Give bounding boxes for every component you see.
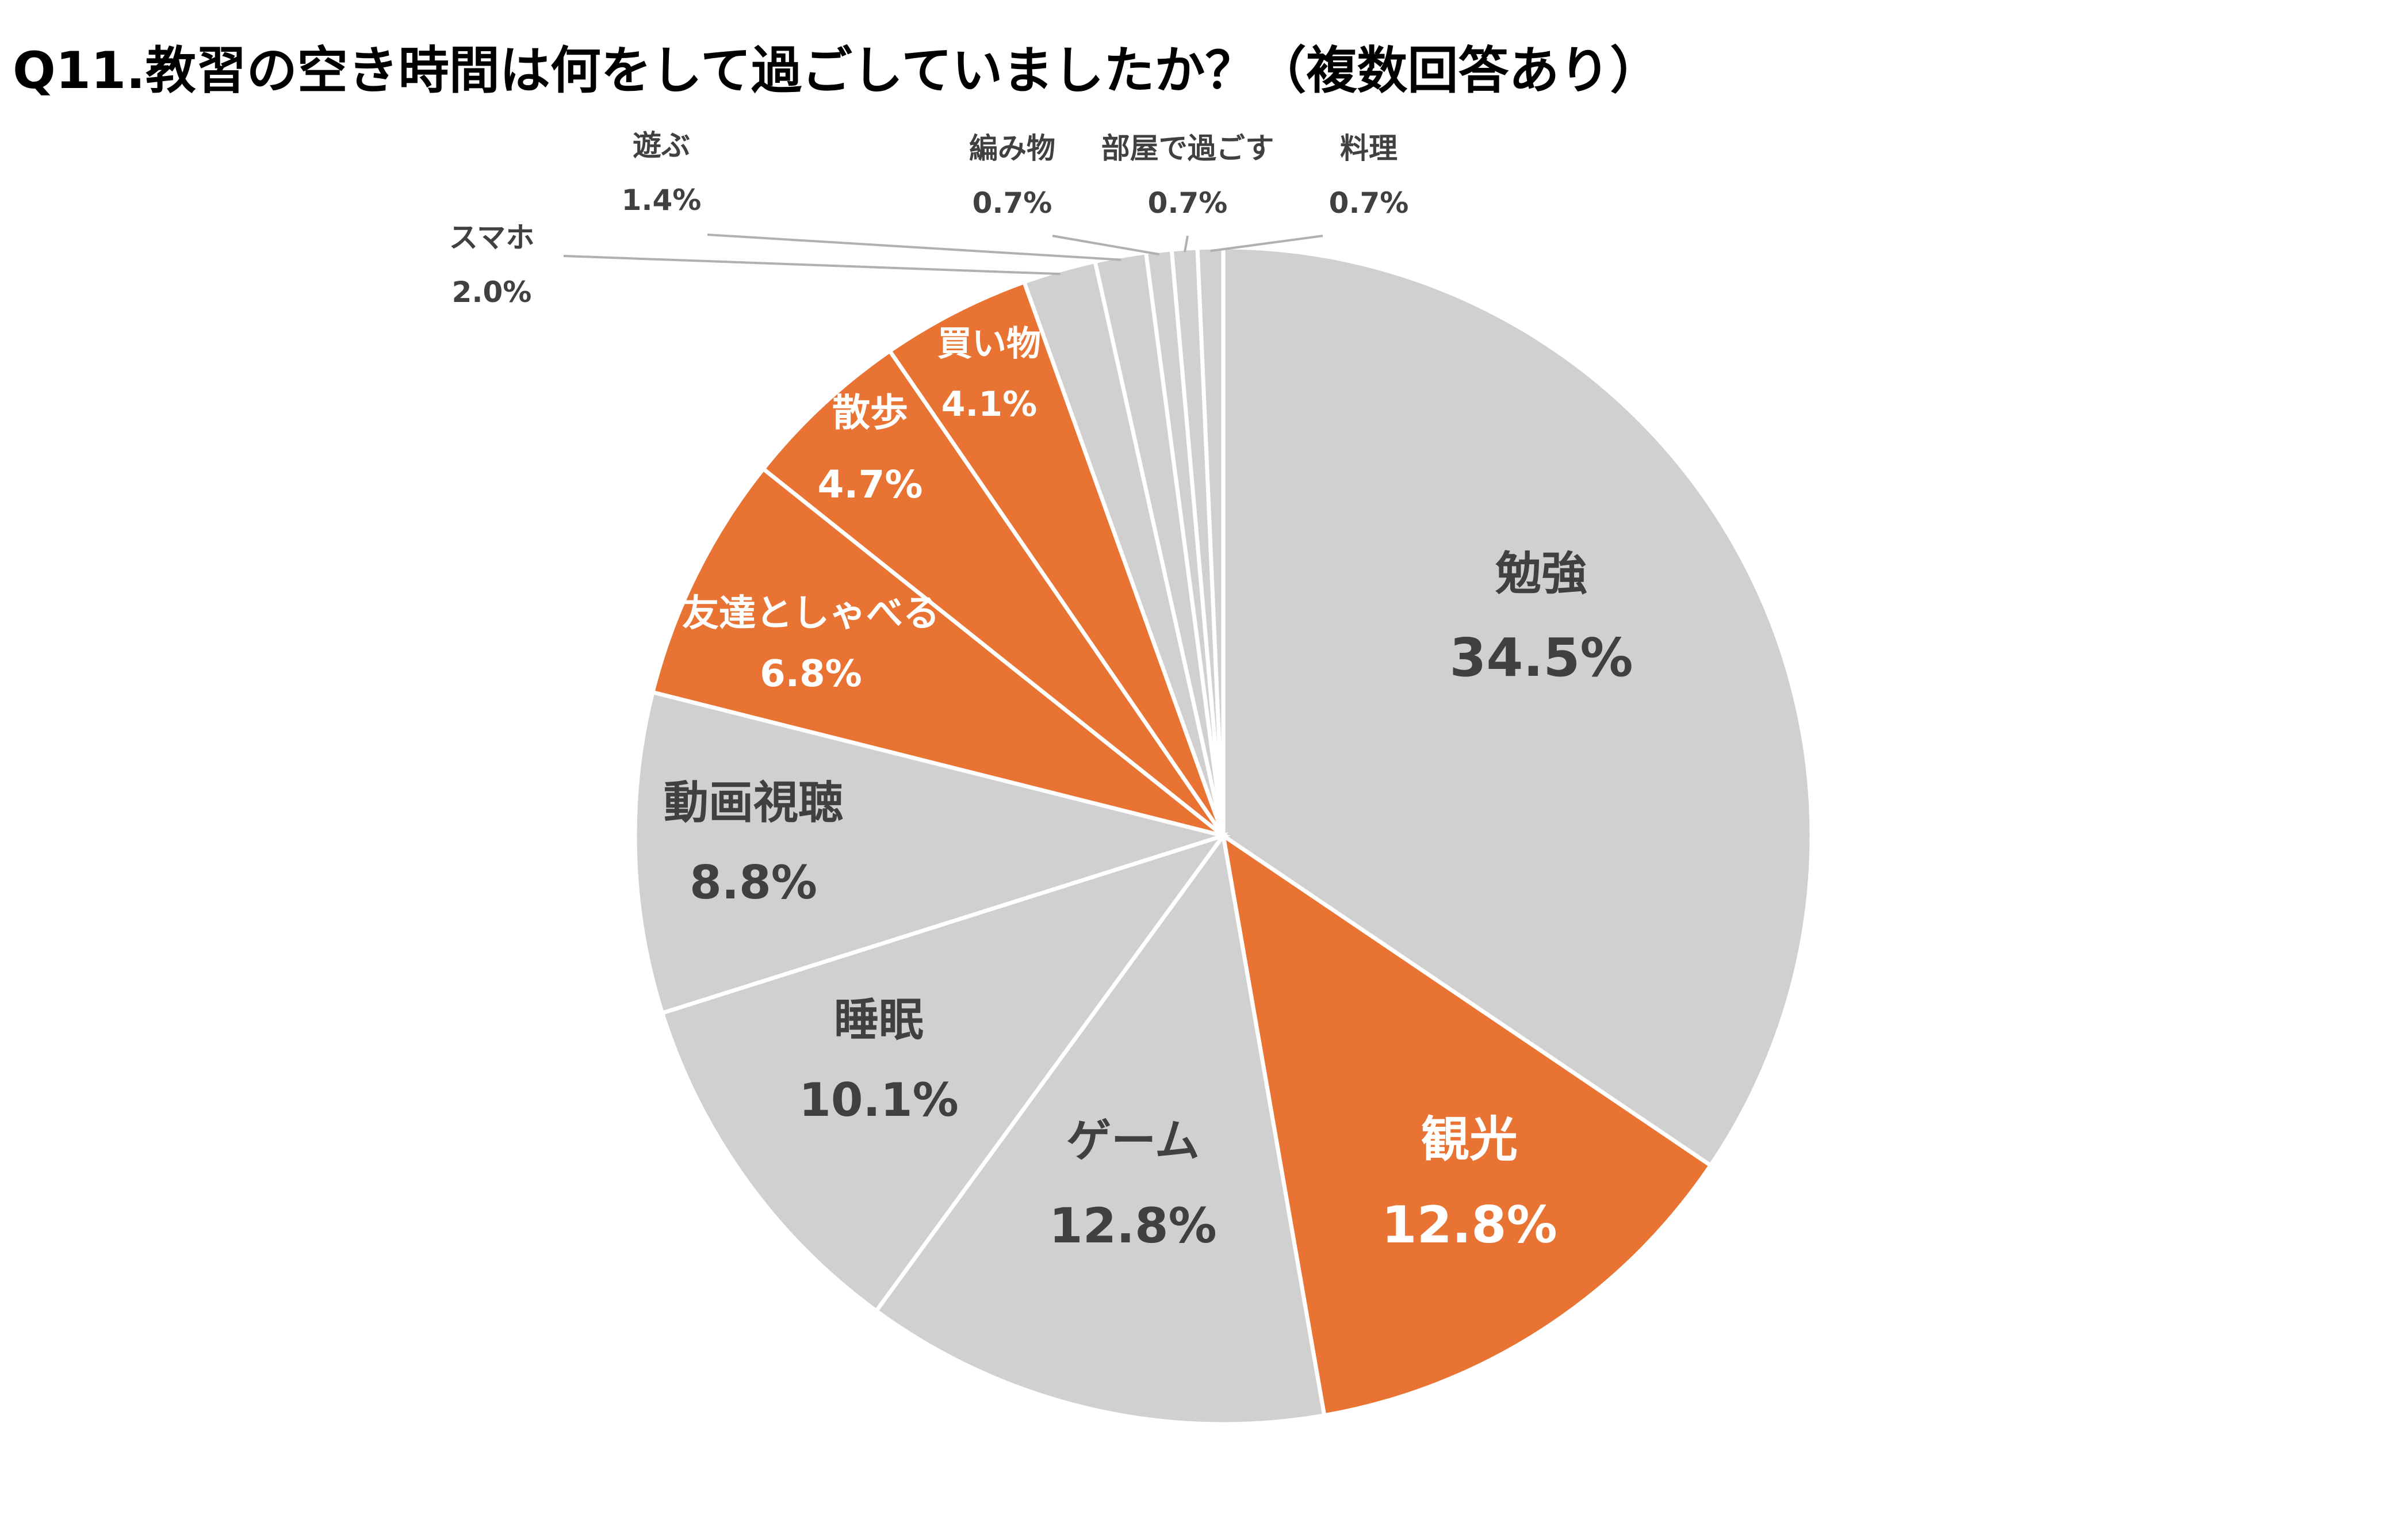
leader-lines — [563, 234, 1323, 276]
slice-value-label-3: 10.1% — [799, 1073, 959, 1127]
slice-labels: 勉強 34.5% 観光 12.8% ゲーム 12.8% 睡眠 10.1% 動画視聴 8.8% 友達と… — [449, 129, 1633, 1254]
slice-value-label-8: 2.0% — [452, 276, 532, 309]
slice-value-label-6: 4.7% — [817, 462, 922, 507]
slice-value-label-1: 12.8% — [1381, 1195, 1557, 1254]
slice-name-label-4: 動画視聴 — [664, 777, 843, 829]
leader-line-12 — [1210, 235, 1323, 253]
leader-line-11 — [1184, 235, 1189, 253]
pie-slice-1 — [1220, 831, 1714, 1418]
leader-line-10 — [1052, 235, 1159, 256]
slice-value-label-10: 0.7% — [973, 186, 1052, 220]
slice-value-label-9: 1.4% — [622, 183, 702, 217]
pie-slice-12 — [1195, 245, 1226, 836]
slice-name-label-3: 睡眠 — [834, 994, 924, 1046]
leader-line-9 — [707, 234, 1121, 261]
slice-name-label-6: 散歩 — [832, 391, 908, 435]
slice-name-label-7: 買い物 — [937, 324, 1041, 364]
slice-name-label-5: 友達としゃべる — [682, 592, 940, 635]
pie-slices — [633, 245, 1814, 1426]
chart-title: Q11.教習の空き時間は何をして過ごしていましたか？（複数回答あり） — [13, 41, 1661, 100]
slice-value-label-7: 4.1% — [941, 384, 1037, 424]
slice-value-label-5: 6.8% — [760, 653, 862, 695]
slice-name-label-0: 勉強 — [1495, 547, 1587, 600]
leader-line-8 — [563, 255, 1061, 276]
pie-slice-4 — [633, 690, 1231, 1016]
slice-name-label-9: 遊ぶ — [633, 129, 690, 162]
slice-value-label-0: 34.5% — [1449, 627, 1633, 688]
pie-slice-0 — [1221, 245, 1814, 1169]
slice-name-label-2: ゲーム — [1066, 1115, 1200, 1167]
pie-slice-5 — [650, 466, 1225, 838]
pie-slice-3 — [660, 832, 1229, 1314]
pie-slice-7 — [887, 279, 1226, 837]
pie-slice-2 — [873, 831, 1327, 1426]
slice-value-label-11: 0.7% — [1148, 186, 1228, 220]
slice-name-label-10: 編み物 — [969, 132, 1055, 165]
slice-value-label-4: 8.8% — [690, 856, 817, 909]
slice-name-label-8: スマホ — [449, 221, 535, 254]
slice-value-label-2: 12.8% — [1049, 1198, 1216, 1254]
slice-name-label-1: 観光 — [1421, 1111, 1518, 1168]
slice-value-label-12: 0.7% — [1329, 186, 1409, 220]
pie-slice-6 — [760, 348, 1225, 837]
slice-name-label-11: 部屋で過ごす — [1101, 132, 1274, 165]
slice-name-label-12: 料理 — [1340, 132, 1398, 165]
